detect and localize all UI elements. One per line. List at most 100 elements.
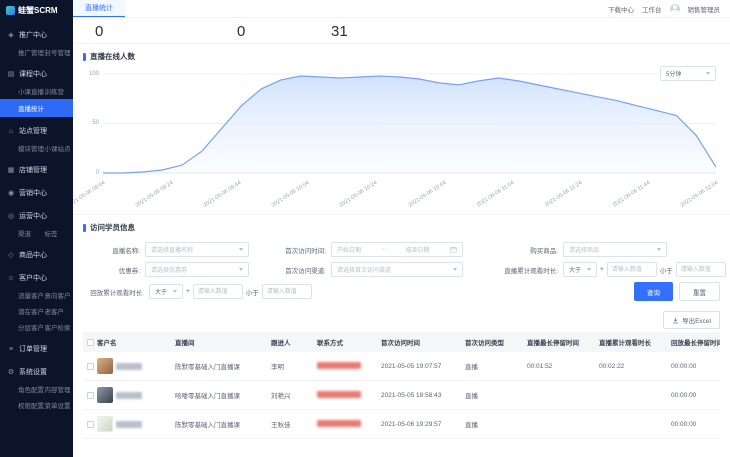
chart-y-axis: 0 50 100 xyxy=(87,68,103,178)
sidebar-subitems: 推广管理 封号管理 xyxy=(0,44,73,60)
date-separator: ~ xyxy=(381,246,386,253)
sidebar-item[interactable]: 客户检索 xyxy=(44,325,71,332)
replay-watch-lt-input[interactable] xyxy=(261,284,312,299)
section-accent-bar xyxy=(83,223,86,232)
live-room-cell: 陈默零基础入门直播课 xyxy=(171,409,267,439)
download-center-link[interactable]: 下载中心 xyxy=(608,6,634,14)
sidebar-group-site: ⌂ 站点管理模块管理 小课站点 xyxy=(0,122,73,156)
sidebar-group-head-operation[interactable]: ◎ 运营中心 xyxy=(0,207,73,225)
filter-row-1: 直播名称: 请选择直播名称 首次访问时间: 开始日期 ~ 结束日期 xyxy=(83,242,720,257)
live-name-label: 直播名称: xyxy=(112,247,140,255)
live-room-cell: 哈喽零基础入门直播课 xyxy=(171,380,267,410)
main-area: 直播统计 下载中心 工作台 销售管理员 0 0 31 直播在线人数 xyxy=(73,0,730,457)
y-axis-tick: 0 xyxy=(95,169,99,176)
y-axis-tick: 100 xyxy=(88,70,99,77)
x-axis-tick: 2021-05-06 09:24 xyxy=(134,180,175,209)
sidebar-group-head-course[interactable]: ▤ 课程中心 xyxy=(0,65,73,83)
phone-redacted xyxy=(317,419,361,427)
sidebar-item[interactable]: 训练营 xyxy=(44,89,65,96)
sidebar-item[interactable]: 角色配置 xyxy=(18,387,44,394)
row-checkbox[interactable] xyxy=(87,420,94,428)
megaphone-icon: ◈ xyxy=(8,32,14,39)
first-visit-date-range[interactable]: 开始日期 ~ 结束日期 xyxy=(331,242,463,257)
sidebar-group-head-site[interactable]: ⌂ 站点管理 xyxy=(0,122,73,140)
sidebar-group-label: 系统设置 xyxy=(19,369,47,376)
export-excel-button[interactable]: 导出Excel xyxy=(663,311,720,329)
replay-max-stay-cell: 00:00:00 xyxy=(667,409,720,439)
customer-cell xyxy=(83,352,171,381)
live-name-select[interactable]: 请选择直播名称 xyxy=(145,242,249,257)
sidebar-group-head-shop[interactable]: ▦ 店铺管理 xyxy=(0,161,73,179)
table-row[interactable]: 陈默零基础入门直播课 李明 2021-05-05 19:07:57 直播 00:01:5… xyxy=(83,352,720,381)
reset-button[interactable]: 重置 xyxy=(679,282,720,301)
sidebar-item[interactable]: 小课直播 xyxy=(18,89,44,96)
user-avatar-icon[interactable] xyxy=(669,3,680,14)
sidebar-item[interactable]: 封号管理 xyxy=(44,50,71,57)
target-icon: ◉ xyxy=(7,190,15,197)
sidebar-group-label: 推广中心 xyxy=(19,32,47,39)
sidebar-group-head-settings[interactable]: ⚙ 系统设置 xyxy=(0,363,73,381)
sidebar-item[interactable]: 模块管理 xyxy=(18,146,44,153)
workbench-link[interactable]: 工作台 xyxy=(642,6,662,14)
select-all-checkbox[interactable] xyxy=(87,338,94,346)
live-watch-label: 直播累计观看时长: xyxy=(504,267,558,275)
topbar-right: 下载中心 工作台 销售管理员 xyxy=(608,3,721,14)
product-placeholder: 请选择商品 xyxy=(569,248,600,254)
sidebar-group-head-marketing[interactable]: ◉ 营销中心 xyxy=(0,184,73,202)
search-button[interactable]: 查询 xyxy=(634,282,673,301)
chart-fill xyxy=(103,76,716,173)
sidebar-item[interactable]: 意向客户 xyxy=(44,293,71,300)
sidebar-item[interactable]: 潜在客户 xyxy=(18,309,44,316)
interval-select[interactable]: 5分钟 xyxy=(660,66,716,81)
sidebar-item[interactable]: 权限配置 xyxy=(18,403,44,410)
download-icon xyxy=(673,317,679,323)
sidebar-group-head-customer[interactable]: ☺ 客户中心 xyxy=(0,269,73,287)
follow-up-person-cell: 刘艳兴 xyxy=(267,380,313,410)
sidebar-group-customer: ☺ 客户中心流量客户 意向客户潜在客户 老客户分层客户 客户检索 xyxy=(0,269,73,335)
sidebar-item[interactable]: 流量客户 xyxy=(18,293,44,300)
list-icon: ≡ xyxy=(8,345,14,353)
product-select[interactable]: 请选择商品 xyxy=(563,242,667,257)
sidebar-item[interactable]: 分层客户 xyxy=(18,325,44,332)
live-watch-lt-input[interactable] xyxy=(675,262,726,277)
chevron-down-icon xyxy=(453,268,457,271)
sidebar-item-active[interactable]: 直播统计 xyxy=(0,99,73,117)
sidebar-item[interactable]: 菜单设置 xyxy=(44,403,71,410)
sidebar-item[interactable]: 小课站点 xyxy=(44,146,71,153)
table-header: 客户名 直播间 跟进人 联系方式 首次访问时间 首次访问类型 直播最长停留时间 直播累计观看时… xyxy=(83,332,720,352)
sidebar-group-head-promotion[interactable]: ◈ 推广中心 xyxy=(0,26,73,44)
table-row[interactable]: 陈默零基础入门直播课 王秋佳 2021-05-06 19:29:57 直播 00:00:… xyxy=(83,409,720,439)
tab-live-statistics[interactable]: 直播统计 xyxy=(73,0,125,17)
sidebar-item[interactable]: 老客户 xyxy=(44,309,65,316)
replay-watch-gt-input[interactable] xyxy=(192,284,243,299)
sidebar: 蛙蟹SCRM ◈ 推广中心 推广管理 封号管理 ▤ 课程中心 小课直播 训练营 直播统计 ⌂ 站点管… xyxy=(0,0,73,457)
column-header: 首次访问时间 xyxy=(377,332,461,352)
row-checkbox[interactable] xyxy=(87,362,94,370)
replay-max-stay-cell: 00:00:00 xyxy=(667,380,720,410)
sidebar-item[interactable]: 内容管理 xyxy=(44,387,71,394)
less-than-label: 小于 xyxy=(245,289,259,297)
date-end-placeholder: 结束日期 xyxy=(405,248,430,254)
customer-avatar xyxy=(97,416,113,432)
replay-max-stay-cell: 00:00:00 xyxy=(667,352,720,381)
stats-row: 0 0 31 xyxy=(73,18,730,44)
sidebar-subitems: 流量客户 意向客户潜在客户 老客户分层客户 客户检索 xyxy=(0,287,73,335)
coupon-select[interactable]: 请选择优惠券 xyxy=(145,262,249,277)
sidebar-item[interactable]: 渠道 xyxy=(18,231,31,238)
row-checkbox[interactable] xyxy=(87,391,94,399)
sidebar-item[interactable]: 标签 xyxy=(44,231,58,238)
customer-name-redacted xyxy=(116,420,142,428)
user-name[interactable]: 销售管理员 xyxy=(687,6,721,14)
chart-line xyxy=(103,75,716,174)
stat-card: 0 xyxy=(95,23,237,40)
customer-avatar xyxy=(97,387,113,403)
sidebar-item[interactable]: 推广管理 xyxy=(18,50,44,57)
live-watch-gt-input[interactable] xyxy=(606,262,657,277)
first-visit-type-cell: 直播 xyxy=(461,409,523,439)
channel-select[interactable]: 请选择首次访问渠道 xyxy=(331,262,463,277)
replay-watch-operator-select[interactable]: 大于 xyxy=(149,284,183,299)
sidebar-group-head-order[interactable]: ≡ 订单管理 xyxy=(0,340,73,358)
sidebar-group-head-product[interactable]: ◇ 商品中心 xyxy=(0,246,73,264)
live-watch-operator-select[interactable]: 大于 xyxy=(563,262,597,277)
table-row[interactable]: 哈喽零基础入门直播课 刘艳兴 2021-05-05 18:58:43 直播 00:00:… xyxy=(83,380,720,410)
